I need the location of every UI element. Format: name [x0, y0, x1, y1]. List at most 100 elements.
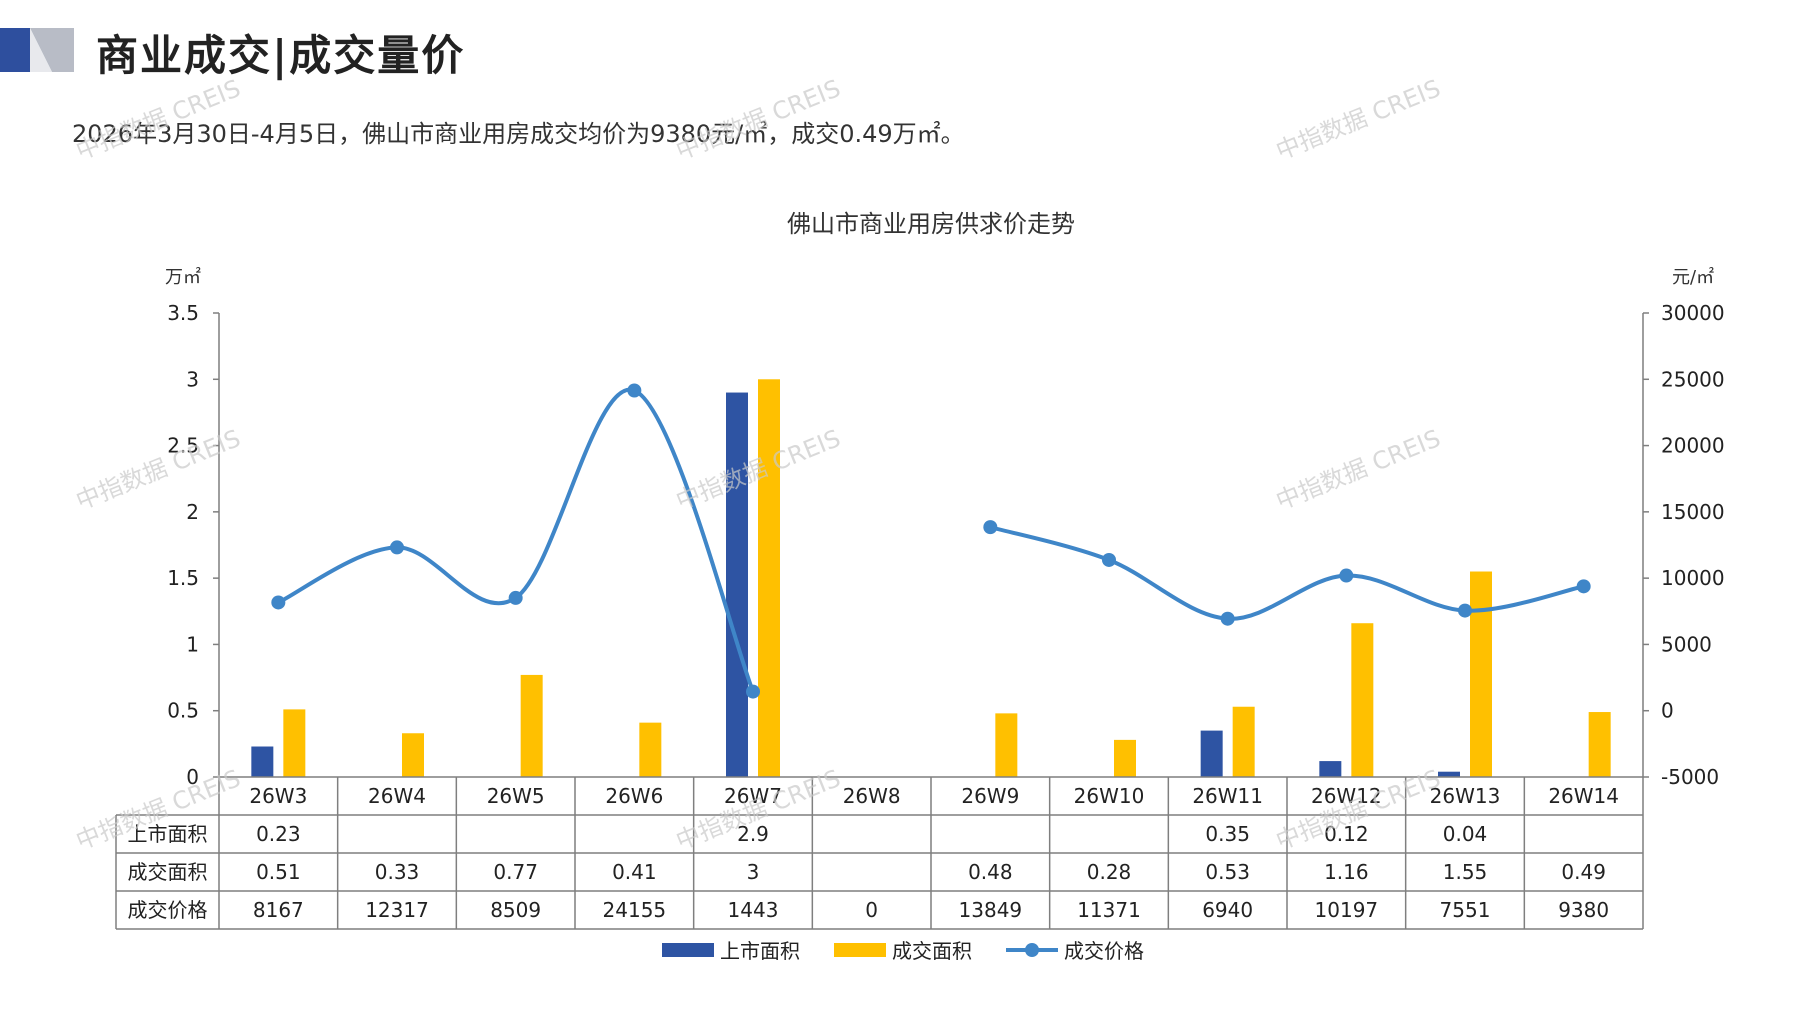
table-cell-sold: 1.55: [1443, 860, 1488, 884]
table-cell-sold: 0.41: [612, 860, 657, 884]
y-left-tick-label: 2.5: [167, 434, 199, 458]
price-line: [989, 525, 1585, 621]
logo-mark: [0, 28, 74, 72]
price-point: [508, 590, 523, 605]
bar-sold-area: [1470, 571, 1492, 777]
category-label: 26W14: [1548, 784, 1619, 808]
price-point: [1102, 552, 1116, 567]
y-left-axis-label: 万㎡: [165, 266, 201, 288]
bar-listed-area: [1319, 761, 1342, 777]
bar-sold-area: [283, 709, 306, 777]
y-left-tick-label: 3.5: [167, 301, 199, 325]
price-point: [390, 540, 404, 555]
table-cell-listed: 0.23: [256, 822, 301, 846]
y-left-tick-label: 2: [186, 500, 199, 524]
table-cell-price: 8167: [253, 898, 304, 922]
bar-sold-area: [1114, 739, 1136, 777]
table-cell-price: 8509: [490, 898, 541, 922]
table-cell-listed: 0.04: [1443, 822, 1488, 846]
bar-sold-area: [1351, 623, 1374, 777]
table-cell-sold: 0.33: [375, 860, 420, 884]
price-point: [1576, 579, 1591, 594]
table-cell-price: 0: [865, 898, 878, 922]
table-cell-sold: 0.49: [1561, 860, 1606, 884]
table-cell-sold: 0.51: [256, 860, 301, 884]
table-cell-sold: 0.77: [493, 860, 538, 884]
y-right-tick-label: 5000: [1661, 632, 1712, 656]
category-label: 26W7: [724, 784, 782, 808]
y-left-tick-label: 1.5: [167, 566, 199, 590]
category-label: 26W5: [487, 784, 545, 808]
table-cell-price: 6940: [1202, 898, 1253, 922]
page-title: 商业成交|成交量价: [96, 31, 466, 80]
y-right-tick-label: 15000: [1661, 500, 1725, 524]
bar-sold-area: [639, 722, 662, 777]
category-label: 26W11: [1192, 784, 1263, 808]
price-point: [271, 595, 286, 610]
table-cell-price: 7551: [1440, 898, 1491, 922]
bar-listed-area: [251, 746, 274, 777]
y-right-tick-label: 10000: [1661, 566, 1725, 590]
table-cell-listed: 0.35: [1205, 822, 1250, 846]
y-right-tick-label: 0: [1661, 699, 1674, 723]
bar-sold-area: [520, 674, 543, 777]
table-cell-sold: 0.48: [968, 860, 1013, 884]
category-label: 26W12: [1311, 784, 1382, 808]
bar-sold-area: [1588, 712, 1611, 777]
table-row-label: 上市面积: [128, 822, 208, 846]
category-label: 26W9: [961, 784, 1019, 808]
y-right-tick-label: 30000: [1661, 301, 1725, 325]
category-label: 26W10: [1074, 784, 1145, 808]
bar-listed-area: [1438, 771, 1460, 777]
bar-listed-area: [1200, 730, 1223, 777]
bar-sold-area: [758, 379, 780, 777]
category-label: 26W3: [249, 784, 307, 808]
table-cell-price: 1443: [728, 898, 779, 922]
y-left-tick-label: 1: [186, 632, 199, 656]
page-subtitle: 2026年3月30日-4月5日，佛山市商业用房成交均价为9380元/㎡，成交0.…: [72, 120, 965, 148]
y-right-tick-label: 20000: [1661, 434, 1725, 458]
y-right-axis-label: 元/㎡: [1672, 266, 1714, 288]
price-point: [627, 383, 642, 398]
legend-label-price: 成交价格: [1064, 939, 1144, 963]
table-cell-price: 11371: [1077, 898, 1141, 922]
table-cell-price: 9380: [1558, 898, 1609, 922]
table-cell-listed: 2.9: [737, 822, 769, 846]
category-label: 26W4: [368, 784, 426, 808]
bar-sold-area: [1232, 706, 1255, 777]
legend-swatch-sold: [834, 943, 886, 957]
table-cell-price: 10197: [1315, 898, 1379, 922]
bar-sold-area: [402, 733, 424, 777]
category-label: 26W8: [843, 784, 901, 808]
price-point: [1339, 568, 1354, 583]
price-point: [1458, 603, 1472, 618]
chart-title: 佛山市商业用房供求价走势: [787, 210, 1075, 238]
legend-label-sold: 成交面积: [892, 939, 972, 963]
y-left-tick-label: 0.5: [167, 699, 199, 723]
price-point: [1220, 611, 1235, 626]
category-label: 26W6: [605, 784, 663, 808]
table-cell-price: 24155: [603, 898, 667, 922]
table-cell-sold: 0.53: [1205, 860, 1250, 884]
table-cell-listed: 0.12: [1324, 822, 1369, 846]
table-row-label: 成交价格: [128, 898, 208, 922]
table-cell-sold: 0.28: [1087, 860, 1132, 884]
table-cell-sold: 1.16: [1324, 860, 1369, 884]
price-point: [746, 684, 760, 699]
price-point: [983, 520, 998, 535]
category-label: 26W13: [1430, 784, 1501, 808]
table-cell-price: 12317: [365, 898, 429, 922]
y-right-tick-label: 25000: [1661, 367, 1725, 391]
y-right-tick-label: -5000: [1661, 765, 1719, 789]
table-row-label: 成交面积: [128, 860, 208, 884]
bar-listed-area: [726, 392, 748, 777]
legend-marker-price: [1025, 943, 1039, 957]
legend-swatch-listed: [662, 943, 714, 957]
bar-sold-area: [995, 713, 1018, 777]
y-left-tick-label: 3: [186, 367, 199, 391]
y-left-tick-label: 0: [186, 765, 199, 789]
price-line: [277, 387, 755, 693]
table-cell-sold: 3: [747, 860, 760, 884]
legend-label-listed: 上市面积: [720, 939, 800, 963]
